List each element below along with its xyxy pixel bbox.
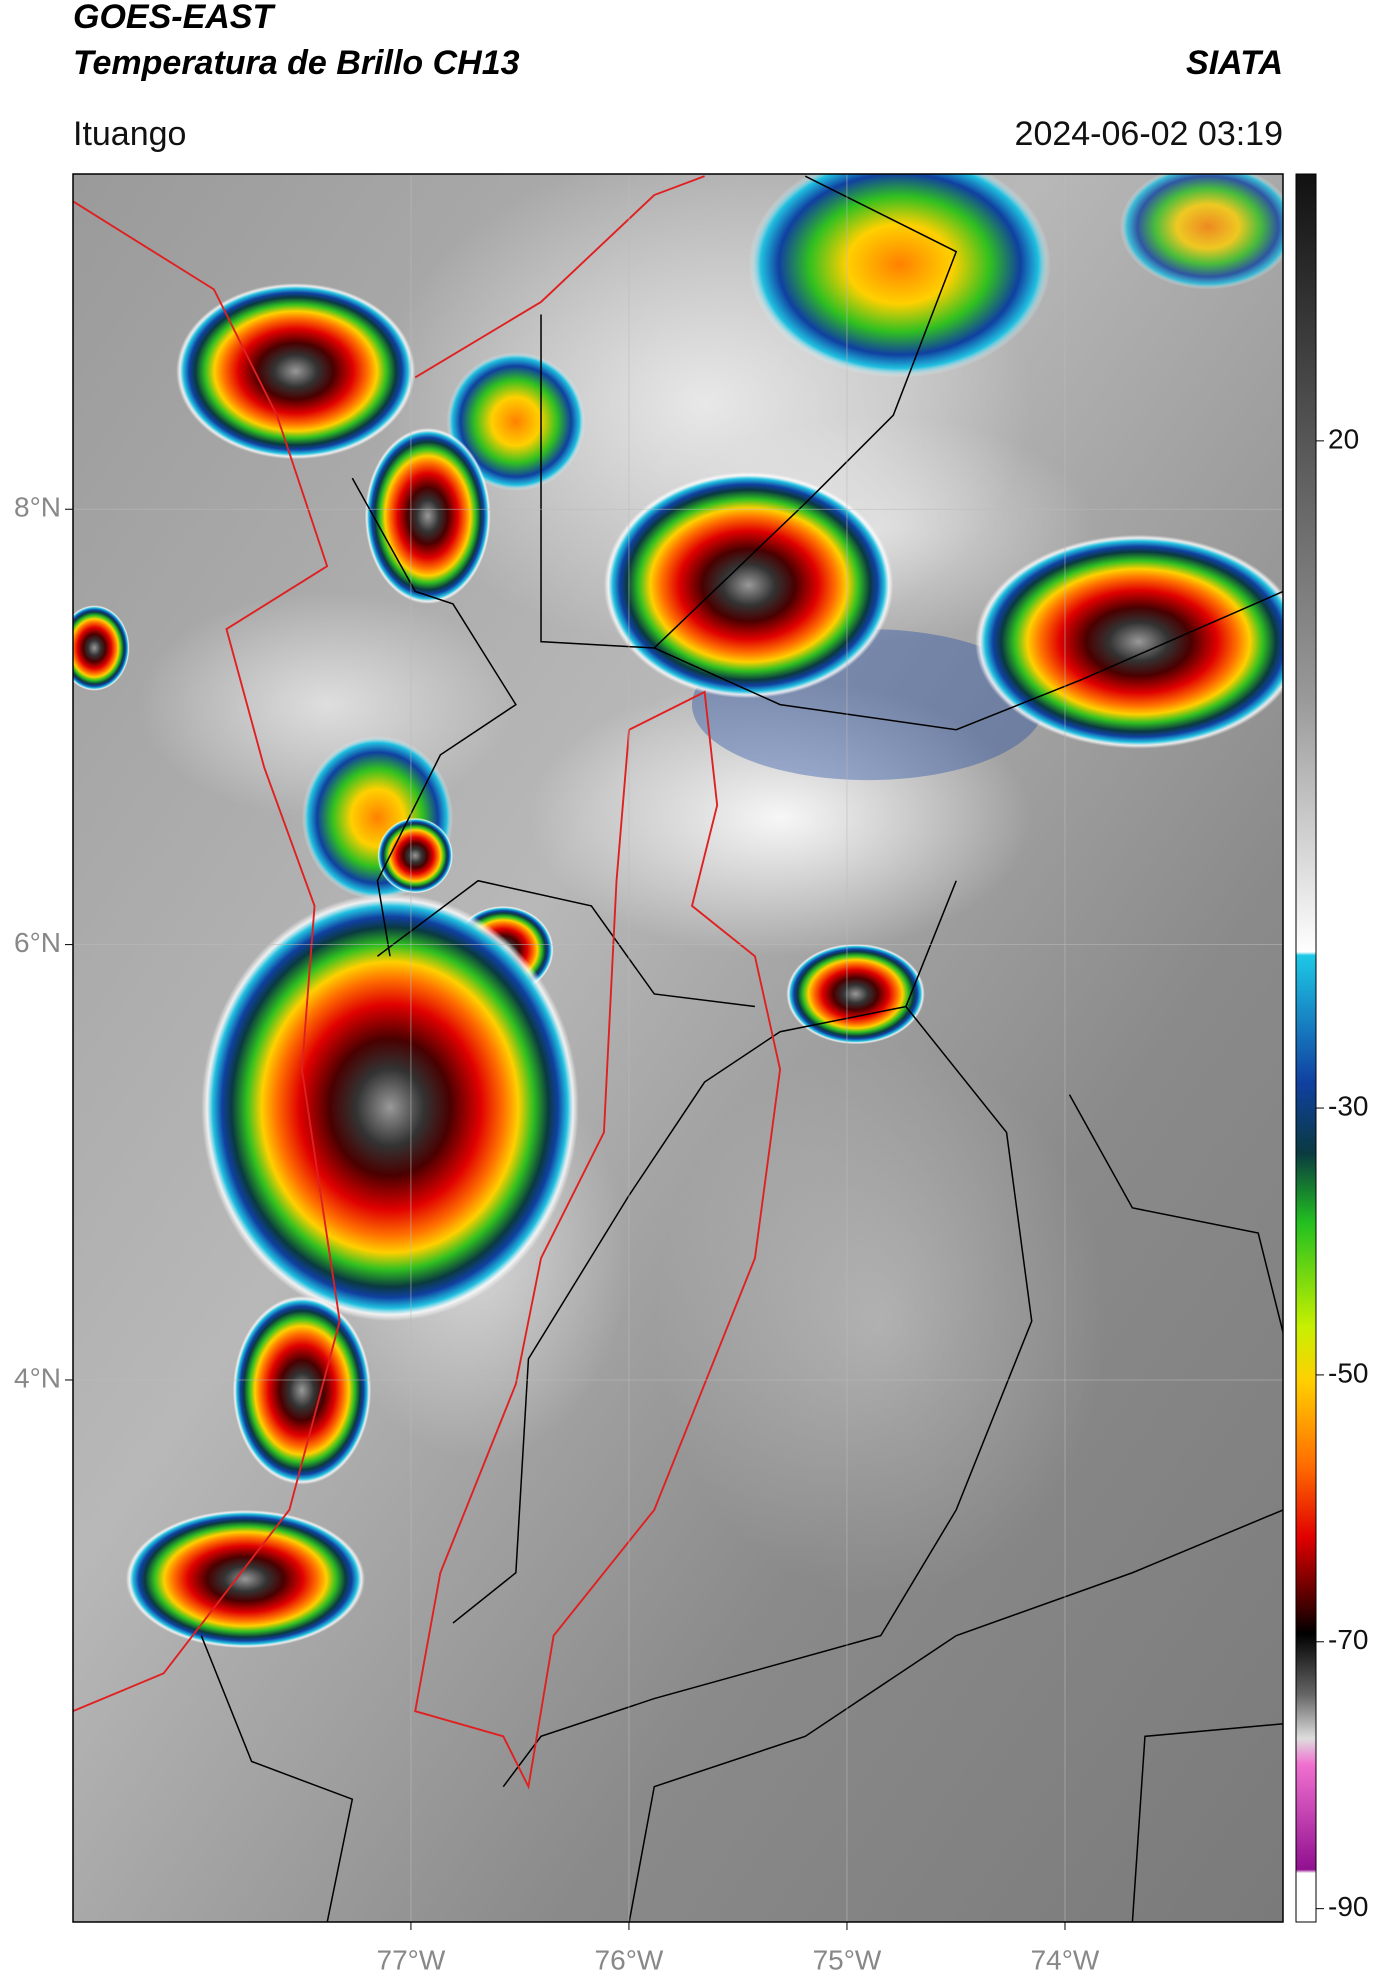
colorbar-label: -90 — [1328, 1891, 1368, 1922]
x-tick-label: 75°W — [813, 1944, 882, 1975]
title: GOES-EAST — [73, 0, 276, 36]
y-tick-label: 6°N — [14, 927, 61, 958]
source: SIATA — [1186, 44, 1283, 82]
x-tick-label: 77°W — [377, 1944, 446, 1975]
x-tick-label: 76°W — [595, 1944, 664, 1975]
map-frame — [72, 173, 1284, 1923]
y-tick-label: 8°N — [14, 492, 61, 523]
location: Ituango — [73, 115, 186, 153]
y-tick-label: 4°N — [14, 1362, 61, 1393]
colorbar-label: -30 — [1328, 1090, 1368, 1121]
colorbar-label: -70 — [1328, 1624, 1368, 1655]
colorbar-label: -50 — [1328, 1357, 1368, 1388]
colorbar — [1295, 173, 1317, 1923]
colorbar-label: 20 — [1328, 423, 1359, 454]
imagery — [72, 173, 1284, 1923]
x-tick-label: 74°W — [1031, 1944, 1100, 1975]
datetime: 2024-06-02 03:19 — [1015, 115, 1283, 153]
subtitle: Temperatura de Brillo CH13 — [73, 44, 520, 82]
